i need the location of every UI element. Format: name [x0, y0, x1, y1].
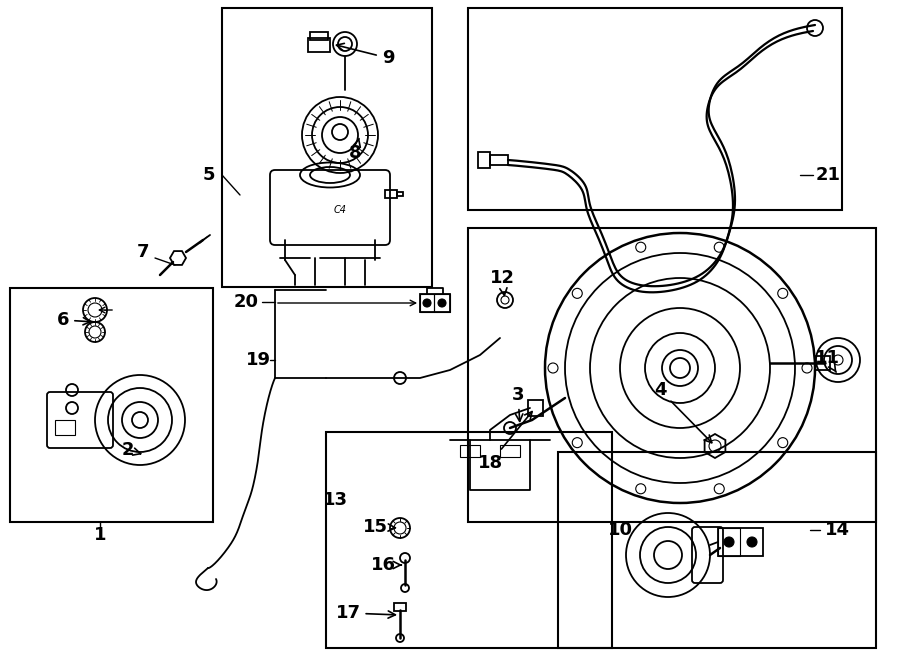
- Text: 8: 8: [348, 138, 361, 162]
- Text: 15: 15: [363, 518, 395, 536]
- Text: 3: 3: [512, 386, 524, 421]
- Circle shape: [332, 124, 348, 140]
- Text: 7: 7: [137, 243, 149, 261]
- Text: 19: 19: [246, 351, 271, 369]
- Bar: [222, 8, 432, 287]
- Bar: [528, 400, 543, 416]
- Circle shape: [423, 299, 431, 307]
- Bar: [558, 452, 876, 648]
- Text: 6: 6: [57, 311, 90, 329]
- Bar: [308, 38, 330, 52]
- Text: 11: 11: [814, 349, 840, 372]
- Circle shape: [747, 537, 757, 547]
- Text: 21: 21: [816, 166, 841, 184]
- Bar: [10, 288, 213, 522]
- Bar: [490, 155, 508, 165]
- Text: 10: 10: [608, 521, 633, 539]
- Bar: [460, 445, 480, 457]
- Bar: [815, 356, 830, 370]
- Text: 5: 5: [202, 166, 215, 184]
- Bar: [478, 152, 490, 168]
- Bar: [326, 432, 612, 648]
- Text: 4: 4: [653, 381, 712, 443]
- Bar: [420, 294, 450, 312]
- Text: 16: 16: [371, 556, 401, 574]
- Text: 18: 18: [477, 412, 532, 472]
- Text: 1: 1: [94, 526, 106, 544]
- Bar: [397, 192, 403, 196]
- Text: 12: 12: [490, 269, 515, 295]
- Circle shape: [724, 537, 734, 547]
- Bar: [468, 228, 876, 522]
- Text: 2: 2: [122, 441, 140, 459]
- Text: 13: 13: [322, 491, 347, 509]
- Text: 14: 14: [825, 521, 850, 539]
- Circle shape: [670, 358, 690, 378]
- Bar: [310, 32, 328, 40]
- Text: 20: 20: [233, 293, 258, 311]
- Bar: [718, 528, 763, 556]
- Bar: [500, 445, 520, 457]
- Bar: [434, 294, 450, 312]
- Text: C4: C4: [334, 205, 346, 215]
- Bar: [420, 294, 434, 312]
- Bar: [385, 190, 397, 198]
- Text: 17: 17: [336, 604, 395, 622]
- Text: 9: 9: [337, 44, 394, 67]
- Bar: [55, 420, 75, 435]
- Bar: [718, 528, 740, 556]
- Bar: [468, 8, 842, 210]
- Circle shape: [438, 299, 446, 307]
- Bar: [394, 603, 406, 611]
